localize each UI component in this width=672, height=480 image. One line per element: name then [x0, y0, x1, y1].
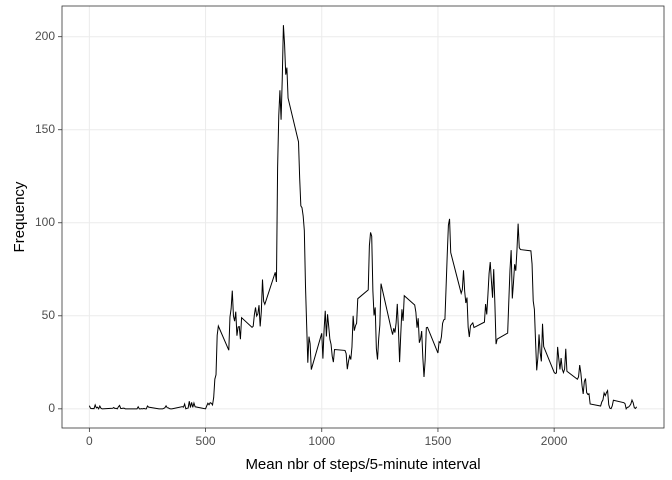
x-tick-label: 1000 [308, 434, 335, 448]
x-tick-label: 1500 [425, 434, 452, 448]
x-tick-label: 0 [86, 434, 93, 448]
y-tick-label: 100 [35, 215, 55, 229]
y-tick-label: 0 [48, 401, 55, 415]
y-axis-title: Frequency [11, 181, 28, 252]
y-tick-label: 50 [42, 308, 56, 322]
y-tick-label: 200 [35, 29, 55, 43]
panel-border [61, 5, 665, 429]
x-axis-title: Mean nbr of steps/5-minute interval [245, 456, 480, 473]
x-tick-label: 2000 [541, 434, 568, 448]
y-tick-label: 150 [35, 122, 55, 136]
panel [62, 6, 664, 428]
plot-area [88, 25, 638, 410]
x-tick-label: 500 [196, 434, 216, 448]
data-line [88, 25, 638, 410]
